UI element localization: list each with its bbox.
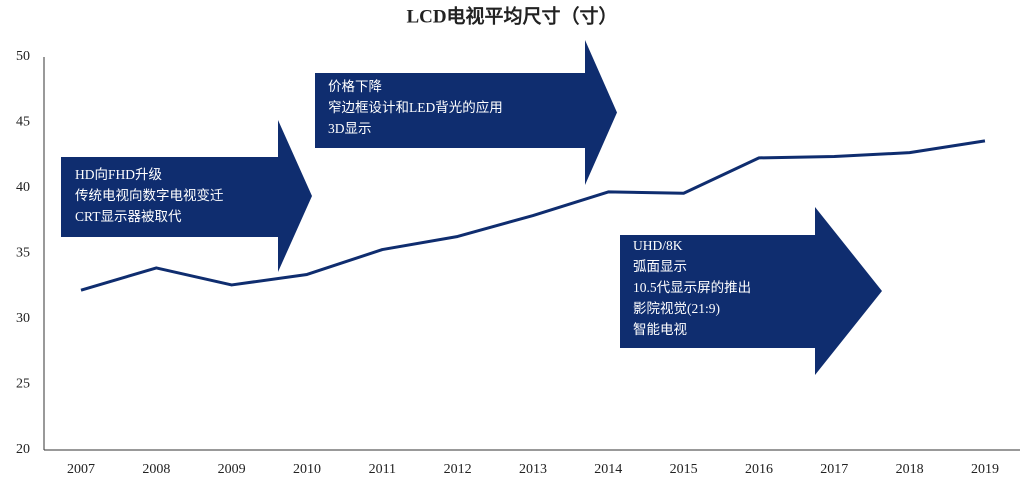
annotation-text: UHD/8K [633,238,683,253]
chart-title: LCD电视平均尺寸（寸） [406,4,617,27]
x-tick-label: 2009 [218,462,246,477]
y-tick-label: 50 [16,49,30,64]
annotation-text: 智能电视 [633,322,687,337]
y-tick-label: 20 [16,442,30,457]
annotation-text: 窄边框设计和LED背光的应用 [328,99,503,115]
x-tick-label: 2015 [670,462,698,477]
x-tick-label: 2008 [142,462,170,477]
y-tick-label: 40 [16,180,30,195]
annotation-text: 影院视觉(21:9) [633,301,720,316]
y-tick-label: 45 [16,115,30,130]
x-tick-label: 2017 [820,462,848,477]
x-tick-label: 2010 [293,462,321,477]
annotation-text: 传统电视向数字电视变迁 [75,188,224,203]
annotation-text: 3D显示 [328,121,372,136]
annotation-text: 价格下降 [328,79,382,94]
annotation-text: HD向FHD升级 [75,167,163,182]
annotation-arrow [620,207,882,375]
data-line [80,139,986,292]
annotation-text: 10.5代显示屏的推出 [633,280,751,295]
annotation-text: 弧面显示 [633,259,687,274]
x-tick-label: 2019 [971,462,999,477]
x-tick-label: 2012 [444,462,472,477]
x-tick-label: 2014 [594,462,622,477]
y-tick-label: 35 [16,246,30,261]
x-tick-label: 2016 [745,462,773,477]
y-tick-label: 30 [16,311,30,326]
annotation-arrow [315,40,617,185]
annotation-arrow [61,120,312,272]
x-tick-label: 2007 [67,462,95,477]
x-tick-label: 2018 [896,462,924,477]
y-tick-label: 25 [16,377,30,392]
annotation-text: CRT显示器被取代 [75,209,182,224]
x-tick-label: 2011 [369,462,396,477]
x-tick-label: 2013 [519,462,547,477]
